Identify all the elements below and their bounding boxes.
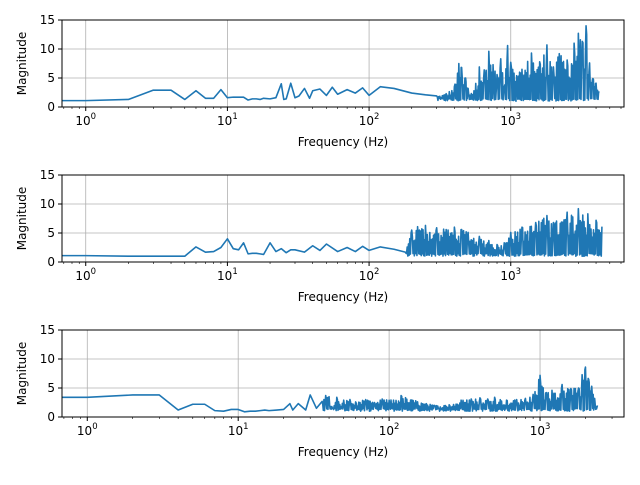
y-tick-label: 10: [40, 197, 55, 211]
y-tick-label: 15: [40, 168, 55, 182]
magnitude-line: [62, 366, 599, 413]
x-tick-label: 101: [228, 422, 249, 438]
y-tick-label: 0: [47, 100, 55, 114]
x-tick-label: 103: [500, 112, 521, 128]
subplot-1: 100 101 102 103 0 5 10 15 Frequency (Hz) Magnitud…: [15, 13, 625, 149]
y-tick-label: 10: [40, 42, 55, 56]
y-tick-label: 15: [40, 323, 55, 337]
x-tick-label: 102: [379, 422, 400, 438]
y-axis-label: Magnitude: [15, 187, 29, 251]
x-axis-label: Frequency (Hz): [298, 290, 389, 304]
axes-frame: [61, 19, 625, 108]
axes-frame: [61, 329, 625, 418]
y-tick-label: 15: [40, 13, 55, 27]
x-tick-label: 102: [359, 267, 380, 283]
y-tick-label: 0: [47, 410, 55, 424]
x-tick-label: 102: [359, 112, 380, 128]
x-axis-label: Frequency (Hz): [298, 135, 389, 149]
x-tick-label: 100: [75, 267, 96, 283]
x-axis-label: Frequency (Hz): [298, 445, 389, 459]
y-tick-label: 5: [47, 381, 55, 395]
y-tick-label: 10: [40, 352, 55, 366]
x-tick-label: 103: [500, 267, 521, 283]
y-axis-label: Magnitude: [15, 32, 29, 96]
x-tick-label: 101: [217, 112, 238, 128]
x-tick-label: 101: [217, 267, 238, 283]
subplot-2: 100 101 102 103 0 5 10 15 Frequency (Hz) Magnitud…: [15, 168, 625, 304]
subplot-3: 100 101 102 103 0 5 10 15 Frequency (Hz) Magnitud…: [15, 323, 625, 459]
axes-frame: [61, 174, 625, 263]
y-tick-label: 0: [47, 255, 55, 269]
y-tick-label: 5: [47, 71, 55, 85]
x-tick-label: 100: [77, 422, 98, 438]
x-tick-label: 100: [75, 112, 96, 128]
magnitude-line: [62, 25, 600, 102]
x-tick-label: 103: [530, 422, 551, 438]
y-tick-label: 5: [47, 226, 55, 240]
magnitude-line: [62, 207, 603, 257]
y-axis-label: Magnitude: [15, 342, 29, 406]
